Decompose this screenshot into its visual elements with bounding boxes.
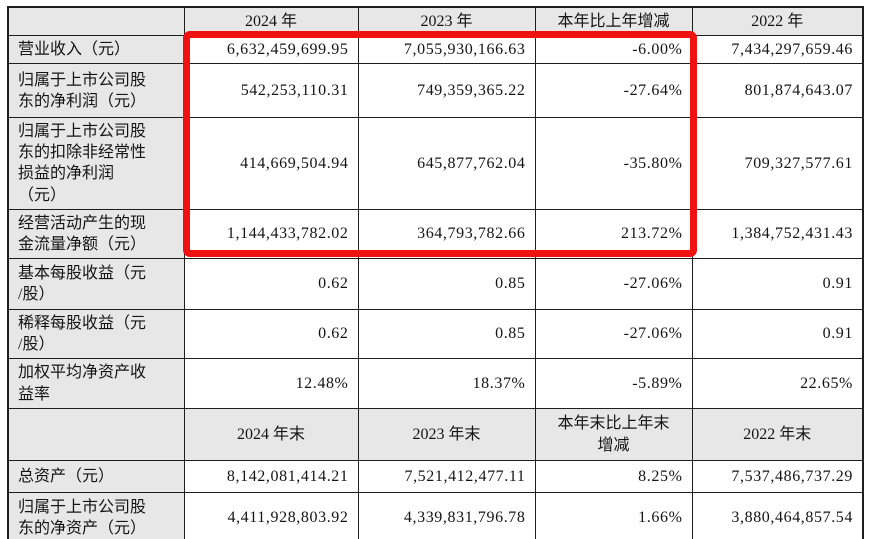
table-row-operating-cash-flow: 经营活动产生的现 金流量净额（元） 1,144,433,782.02 364,7… <box>7 208 864 259</box>
cell-2023: 364,793,782.66 <box>357 208 536 259</box>
table-row-weighted-avg-roe: 加权平均净资产收 益率 12.48% 18.37% -5.89% 22.65% <box>7 358 864 410</box>
cell-2024: 542,253,110.31 <box>183 63 359 119</box>
header-eoy-change: 本年末比上年末 增减 <box>534 408 693 462</box>
header-blank-cell <box>7 408 185 462</box>
cell-change: -27.64% <box>534 63 693 119</box>
table-header-row-annual: 2024 年 2023 年 本年比上年增减 2022 年 <box>7 6 864 37</box>
cell-change: -5.89% <box>534 358 693 410</box>
cell-change: -6.00% <box>534 35 693 65</box>
table-row-net-profit: 归属于上市公司股 东的净利润（元） 542,253,110.31 749,359… <box>7 63 864 119</box>
cell-2023: 7,055,930,166.63 <box>357 35 536 65</box>
cell-2022: 801,874,643.07 <box>691 63 864 119</box>
header-year-2023: 2023 年 <box>357 6 536 37</box>
cell-2022: 709,327,577.61 <box>691 117 864 210</box>
header-year-2022: 2022 年 <box>691 6 864 37</box>
cell-2022: 3,880,464,857.54 <box>691 492 864 539</box>
row-label: 加权平均净资产收 益率 <box>7 358 185 410</box>
header-year-2024: 2024 年 <box>183 6 359 37</box>
row-label: 归属于上市公司股 东的净利润（元） <box>7 63 185 119</box>
cell-2024: 0.62 <box>183 308 359 360</box>
row-label: 经营活动产生的现 金流量净额（元） <box>7 208 185 259</box>
row-label: 总资产（元） <box>7 460 185 494</box>
cell-2022: 1,384,752,431.43 <box>691 208 864 259</box>
cell-2023: 645,877,762.04 <box>357 117 536 210</box>
cell-2022: 0.91 <box>691 308 864 360</box>
cell-2023: 18.37% <box>357 358 536 410</box>
cell-2024: 4,411,928,803.92 <box>183 492 359 539</box>
cell-change: -27.06% <box>534 308 693 360</box>
cell-2022: 7,434,297,659.46 <box>691 35 864 65</box>
row-label: 归属于上市公司股 东的净资产（元） <box>7 492 185 539</box>
cell-change: -35.80% <box>534 117 693 210</box>
table-row-net-assets: 归属于上市公司股 东的净资产（元） 4,411,928,803.92 4,339… <box>7 492 864 539</box>
financial-table: 2024 年 2023 年 本年比上年增减 2022 年 营业收入（元） 6,6… <box>7 6 864 539</box>
row-label: 营业收入（元） <box>7 35 185 65</box>
cell-change: 213.72% <box>534 208 693 259</box>
cell-2024: 414,669,504.94 <box>183 117 359 210</box>
cell-2024: 8,142,081,414.21 <box>183 460 359 494</box>
cell-2024: 0.62 <box>183 257 359 310</box>
cell-2022: 22.65% <box>691 358 864 410</box>
cell-2024: 6,632,459,699.95 <box>183 35 359 65</box>
cell-2024: 12.48% <box>183 358 359 410</box>
cell-2023: 4,339,831,796.78 <box>357 492 536 539</box>
header-change-yoy: 本年比上年增减 <box>534 6 693 37</box>
row-label: 归属于上市公司股 东的扣除非经常性 损益的净利润 （元） <box>7 117 185 210</box>
cell-2023: 749,359,365.22 <box>357 63 536 119</box>
row-label: 稀释每股收益（元 /股） <box>7 308 185 360</box>
header-eoy-2024: 2024 年末 <box>183 408 359 462</box>
header-blank-cell <box>7 6 185 37</box>
row-label: 基本每股收益（元 /股） <box>7 257 185 310</box>
cell-2023: 0.85 <box>357 308 536 360</box>
table-row-net-profit-excl-nonrecurring: 归属于上市公司股 东的扣除非经常性 损益的净利润 （元） 414,669,504… <box>7 117 864 210</box>
cell-2023: 0.85 <box>357 257 536 310</box>
table-row-basic-eps: 基本每股收益（元 /股） 0.62 0.85 -27.06% 0.91 <box>7 257 864 310</box>
table-row-total-assets: 总资产（元） 8,142,081,414.21 7,521,412,477.11… <box>7 460 864 494</box>
cell-2022: 0.91 <box>691 257 864 310</box>
cell-2022: 7,537,486,737.29 <box>691 460 864 494</box>
cell-2024: 1,144,433,782.02 <box>183 208 359 259</box>
table-row-diluted-eps: 稀释每股收益（元 /股） 0.62 0.85 -27.06% 0.91 <box>7 308 864 360</box>
cell-change: 1.66% <box>534 492 693 539</box>
cell-2023: 7,521,412,477.11 <box>357 460 536 494</box>
cell-change: -27.06% <box>534 257 693 310</box>
table-header-row-eoy: 2024 年末 2023 年末 本年末比上年末 增减 2022 年末 <box>7 408 864 462</box>
header-eoy-2023: 2023 年末 <box>357 408 536 462</box>
header-eoy-2022: 2022 年末 <box>691 408 864 462</box>
cell-change: 8.25% <box>534 460 693 494</box>
table-row-revenue: 营业收入（元） 6,632,459,699.95 7,055,930,166.6… <box>7 35 864 65</box>
